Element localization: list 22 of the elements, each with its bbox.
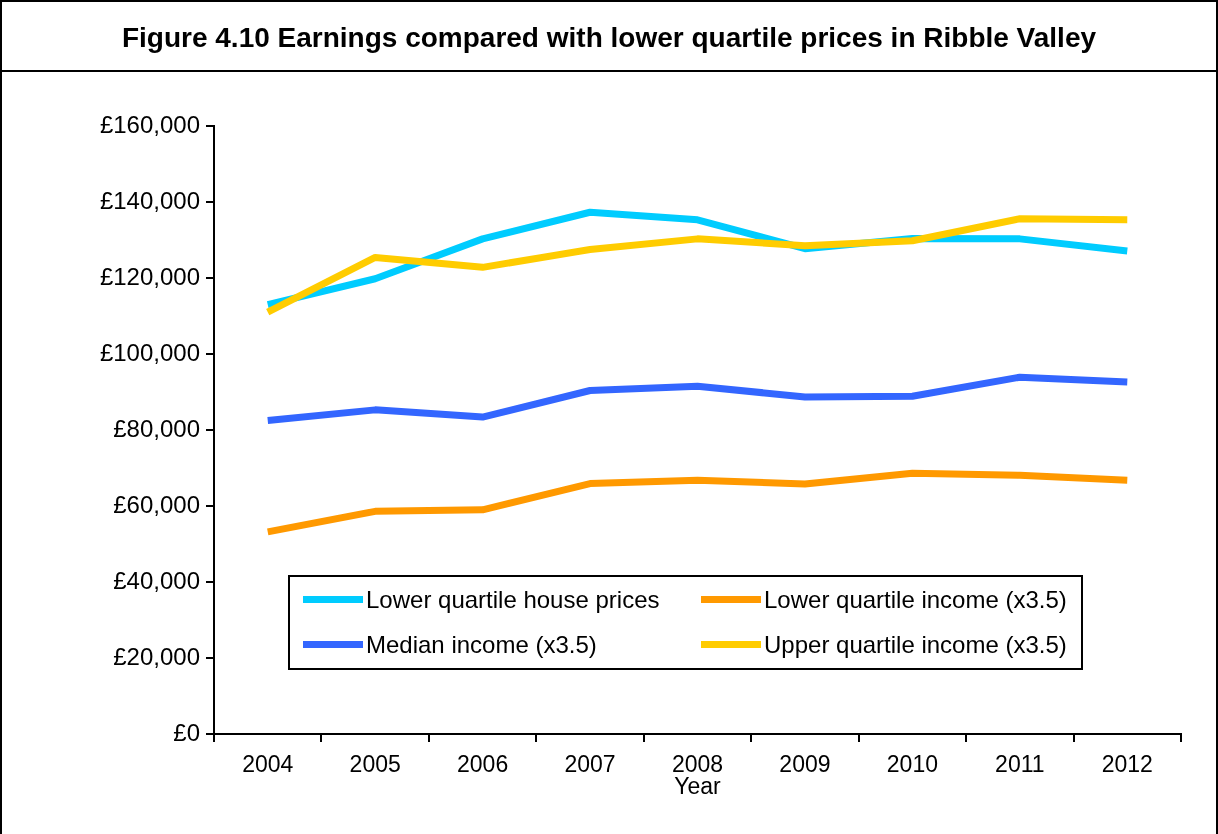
x-tick-label: 2012 bbox=[1101, 751, 1153, 778]
y-tick-label: £120,000 bbox=[99, 262, 200, 290]
x-tick-label: 2004 bbox=[242, 751, 294, 778]
y-tick-label: £140,000 bbox=[99, 186, 200, 214]
x-tick-label: 2006 bbox=[457, 751, 509, 778]
legend-label: Median income (x3.5) bbox=[366, 630, 597, 659]
y-tick-label: £20,000 bbox=[113, 642, 200, 670]
x-tick-label: 2007 bbox=[564, 751, 616, 778]
legend-label: Lower quartile income (x3.5) bbox=[764, 585, 1067, 614]
x-tick-label: 2011 bbox=[995, 751, 1045, 778]
y-tick-label: £40,000 bbox=[113, 566, 200, 594]
y-tick-label: £60,000 bbox=[113, 490, 200, 518]
x-tick-label: 2010 bbox=[886, 751, 938, 778]
x-tick-label: 2009 bbox=[779, 751, 831, 778]
legend-label: Lower quartile house prices bbox=[366, 585, 660, 614]
y-tick-label: £100,000 bbox=[99, 338, 200, 366]
legend-label: Upper quartile income (x3.5) bbox=[764, 630, 1067, 659]
y-tick-label: £80,000 bbox=[113, 414, 200, 442]
y-tick-label: £0 bbox=[173, 718, 200, 746]
y-tick-label: £160,000 bbox=[99, 110, 200, 138]
x-tick-label: 2005 bbox=[349, 751, 401, 778]
chart-title: Figure 4.10 Earnings compared with lower quartile prices in Ribble Valley bbox=[121, 22, 1097, 54]
